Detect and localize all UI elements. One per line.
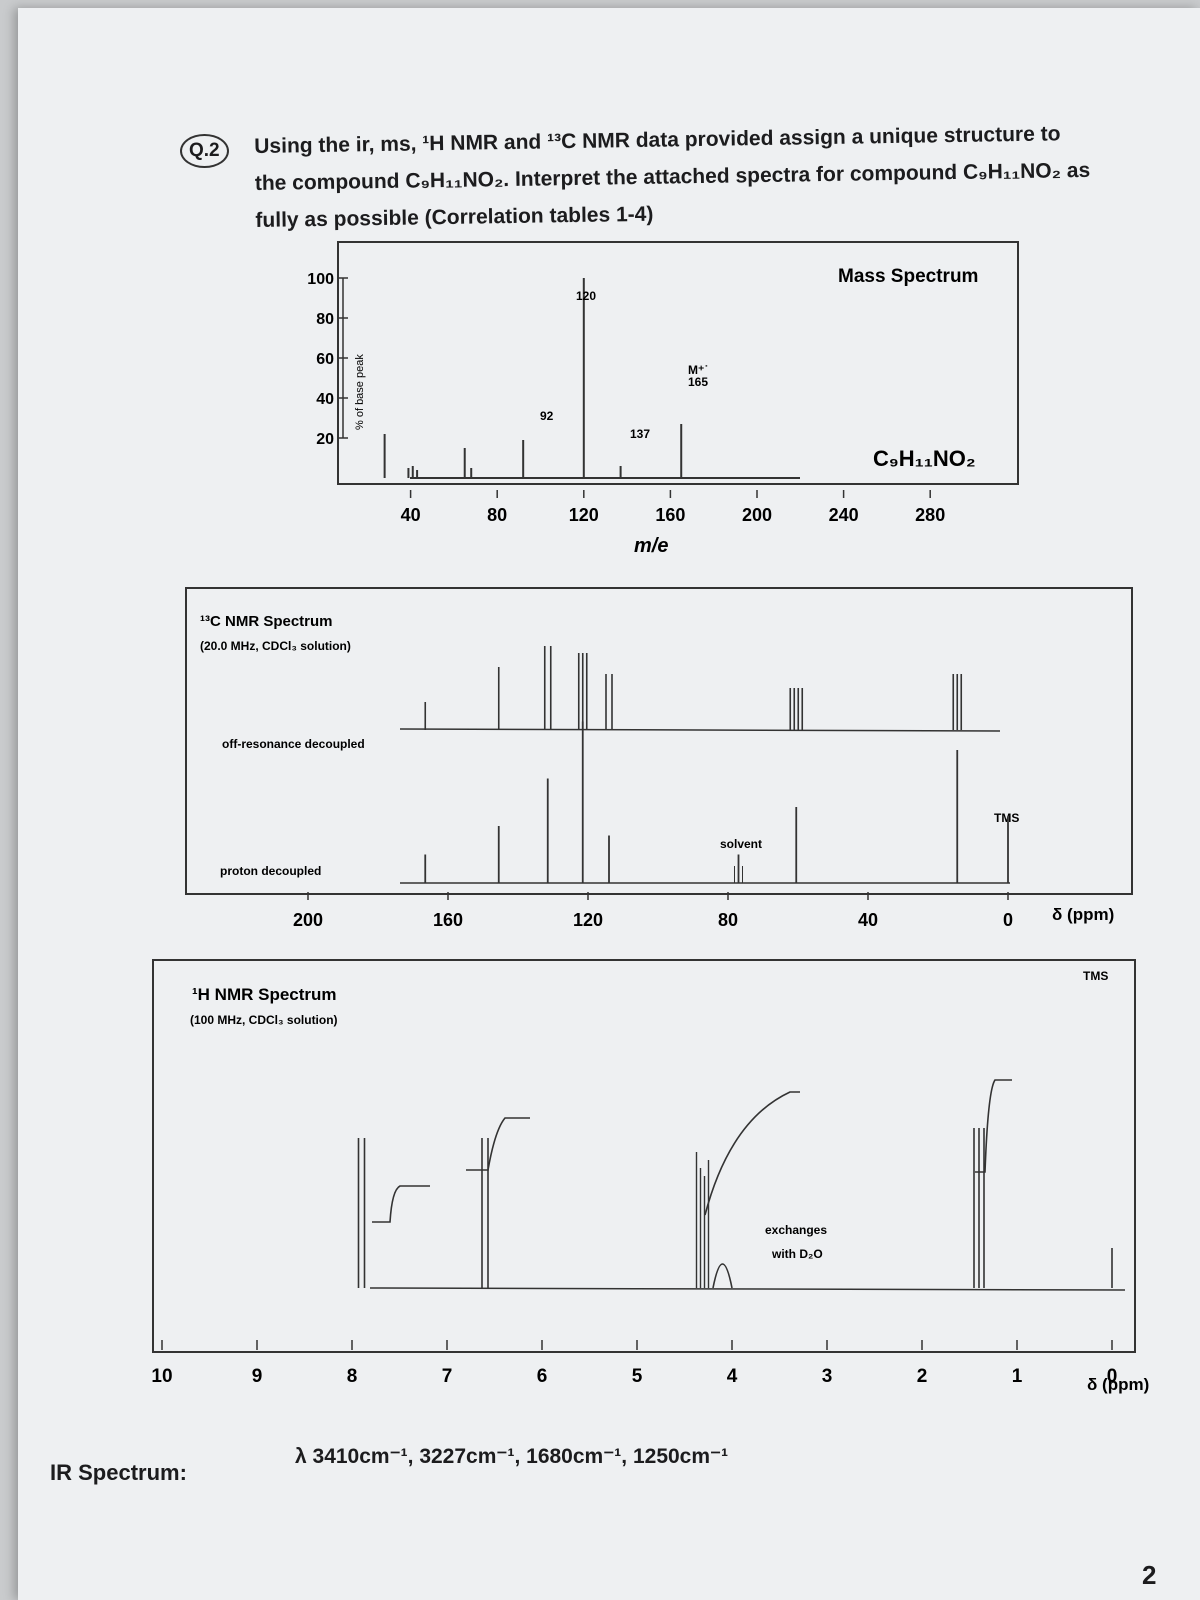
c13-x-tick-label: 200 bbox=[293, 910, 323, 930]
c13-offres-peaks bbox=[424, 646, 963, 730]
c13-offres-baseline bbox=[399, 728, 1001, 732]
h1-subtitle: (100 MHz, CDCl₃ solution) bbox=[190, 1013, 338, 1027]
c13-x-tick-label: 0 bbox=[1003, 910, 1013, 930]
h1-x-tick-label: 5 bbox=[632, 1366, 643, 1387]
c13-subtitle: (20.0 MHz, CDCl₃ solution) bbox=[200, 639, 351, 653]
c13-x-tick-label: 120 bbox=[573, 910, 603, 930]
page-number: 2 bbox=[1142, 1560, 1157, 1590]
ir-label: IR Spectrum: bbox=[50, 1460, 187, 1485]
c13-tms-label: TMS bbox=[994, 811, 1019, 825]
c13-x-tick-label: 160 bbox=[433, 910, 463, 930]
ms-y-tick-label: 80 bbox=[316, 311, 334, 328]
ms-y-tick-label: 60 bbox=[316, 351, 334, 368]
h1-frame bbox=[152, 959, 1136, 1353]
ms-title: Mass Spectrum bbox=[838, 266, 978, 287]
question-number: Q.2 bbox=[180, 134, 229, 168]
ms-x-tick-label: 80 bbox=[487, 505, 507, 525]
h1-x-tick-label: 8 bbox=[347, 1366, 358, 1387]
c13-off-resonance-label: off-resonance decoupled bbox=[222, 737, 365, 751]
h1-exchange-note: with D₂O bbox=[771, 1247, 823, 1261]
ms-label-92: 92 bbox=[540, 409, 554, 423]
ir-data: λ 3410cm⁻¹, 3227cm⁻¹, 1680cm⁻¹, 1250cm⁻¹ bbox=[295, 1445, 729, 1468]
h1-x-tick-label: 4 bbox=[727, 1366, 738, 1387]
c13-solvent-label: solvent bbox=[720, 837, 762, 851]
c13-pd-peaks bbox=[424, 721, 1009, 883]
h1-x-tick-label: 0 bbox=[1107, 1366, 1118, 1387]
ms-x-tick-label: 40 bbox=[401, 505, 421, 525]
h1-x-tick-label: 2 bbox=[917, 1366, 928, 1387]
ms-x-tick-label: 120 bbox=[569, 505, 599, 525]
ms-ylabel: % of base peak bbox=[354, 354, 366, 430]
ms-y-tick-label: 20 bbox=[316, 431, 334, 448]
h1-x-tick-label: 3 bbox=[822, 1366, 833, 1387]
ms-label-165: 165 bbox=[688, 375, 708, 389]
c13-frame bbox=[185, 587, 1133, 895]
c13-proton-decoupled-label: proton decoupled bbox=[220, 864, 321, 878]
ms-xlabel: m/e bbox=[634, 535, 668, 557]
ms-formula: C₉H₁₁NO₂ bbox=[873, 446, 976, 471]
c13-x-tick-label: 40 bbox=[858, 910, 878, 930]
h1-integrals bbox=[372, 1079, 1012, 1223]
ms-y-tick-label: 40 bbox=[316, 391, 334, 408]
h1-exchange-note: exchanges bbox=[765, 1223, 827, 1237]
h1-title: ¹H NMR Spectrum bbox=[192, 985, 337, 1004]
h1-x-tick-label: 10 bbox=[151, 1366, 172, 1387]
h1-x-tick-label: 7 bbox=[442, 1366, 453, 1387]
ms-x-tick-label: 280 bbox=[915, 505, 945, 525]
h1-axis-label: δ (ppm) bbox=[1087, 1375, 1149, 1394]
c13-title: ¹³C NMR Spectrum bbox=[200, 613, 333, 630]
ms-label-137: 137 bbox=[630, 427, 650, 441]
h1-x-tick-label: 1 bbox=[1012, 1366, 1023, 1387]
h1-x-tick-label: 9 bbox=[252, 1366, 263, 1387]
ms-frame bbox=[337, 241, 1019, 485]
h1-baseline bbox=[369, 1287, 1126, 1291]
h1-integral-curve bbox=[704, 1091, 800, 1216]
ms-x-tick-label: 200 bbox=[742, 505, 772, 525]
ms-y-axis: 100 80 60 40 20 bbox=[307, 271, 348, 448]
c13-x-axis: 200 160 120 80 40 0 bbox=[293, 892, 1013, 930]
h1-tms-label: TMS bbox=[1083, 969, 1108, 983]
ms-y-tick-label: 100 bbox=[307, 271, 334, 288]
ms-x-tick-label: 240 bbox=[829, 505, 859, 525]
c13-axis-label: δ (ppm) bbox=[1052, 905, 1114, 924]
h1-broad-peak bbox=[712, 1263, 733, 1289]
ms-x-tick-label: 160 bbox=[655, 505, 685, 525]
h1-integral-curve bbox=[975, 1079, 1012, 1173]
ms-label-120: 120 bbox=[576, 289, 596, 303]
h1-integral-curve bbox=[466, 1117, 530, 1171]
ms-x-axis: 40 80 120 160 200 240 280 bbox=[401, 490, 945, 525]
c13-x-tick-label: 80 bbox=[718, 910, 738, 930]
ms-peaks bbox=[383, 278, 683, 478]
h1-peaks bbox=[357, 1128, 1113, 1289]
paper-sheet bbox=[18, 8, 1200, 1600]
h1-integral-curve bbox=[372, 1185, 430, 1223]
h1-x-axis: 10 9 8 7 6 5 4 3 2 1 0 bbox=[151, 1340, 1117, 1387]
h1-x-tick-label: 6 bbox=[537, 1366, 548, 1387]
ms-label-molecular-ion: M⁺˙ bbox=[688, 363, 708, 377]
